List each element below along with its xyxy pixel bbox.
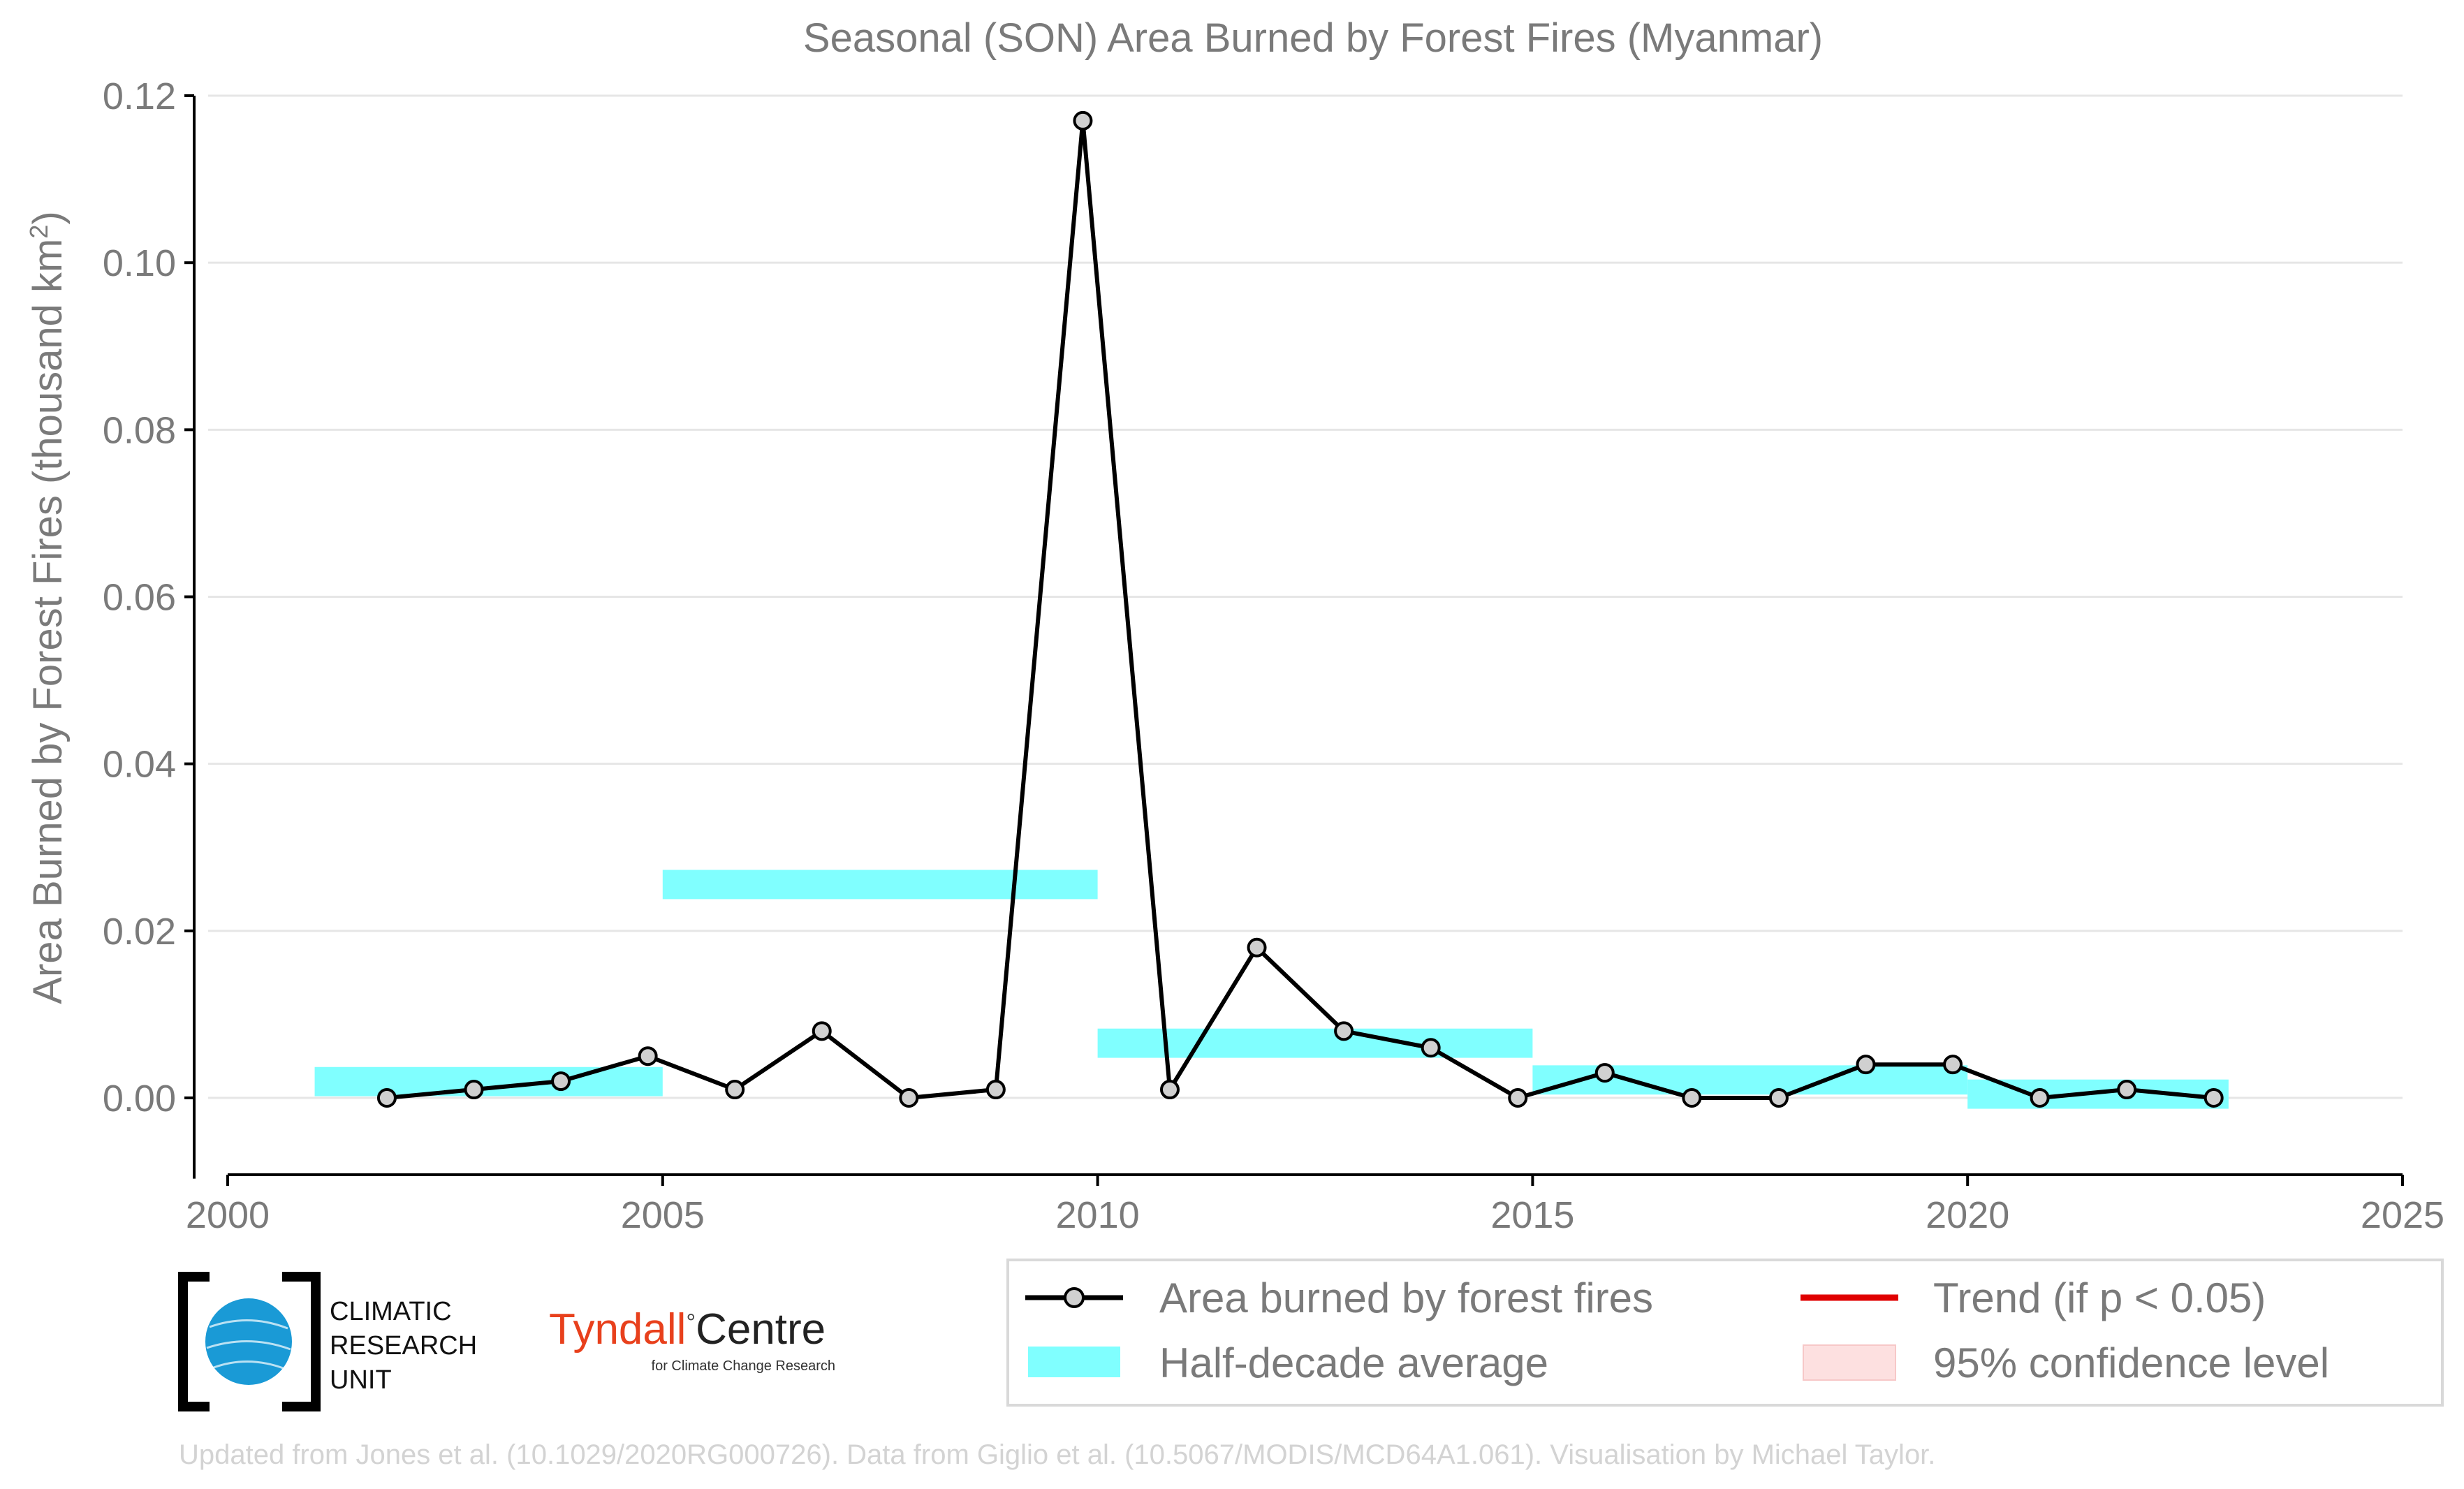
x-tick-label: 2005 — [621, 1194, 705, 1236]
x-tick-label: 2010 — [1056, 1194, 1140, 1236]
data-point — [1421, 1038, 1441, 1058]
y-tick-label: 0.12 — [103, 75, 176, 117]
data-point — [376, 1088, 397, 1108]
legend-item-confidence: 95% confidence level — [1803, 1340, 2329, 1386]
data-point — [1943, 1055, 1963, 1075]
data-point — [1247, 937, 1267, 958]
cru-bracket-left — [178, 1272, 210, 1411]
half-decade-average-bands — [314, 870, 2229, 1109]
credit-line: Updated from Jones et al. (10.1029/2020R… — [179, 1439, 1935, 1470]
data-point — [1594, 1063, 1615, 1083]
cru-text-line1: CLIMATIC — [330, 1297, 452, 1326]
data-point — [638, 1046, 658, 1066]
cru-text-line3: UNIT — [330, 1365, 392, 1395]
data-point — [725, 1080, 745, 1100]
data-point — [1073, 110, 1093, 131]
x-tick-label: 2015 — [1490, 1194, 1574, 1236]
legend-half-decade-swatch — [1028, 1347, 1120, 1377]
series-line — [386, 118, 2214, 1100]
y-tick-label: 0.08 — [103, 409, 176, 451]
data-point — [2117, 1080, 2137, 1100]
chart-title: Seasonal (SON) Area Burned by Forest Fir… — [803, 15, 1823, 61]
data-point — [1856, 1055, 1876, 1075]
data-point — [1159, 1080, 1180, 1100]
globe-lines — [206, 1319, 291, 1370]
data-point — [2203, 1088, 2224, 1108]
data-point — [985, 1080, 1006, 1100]
data-point — [1508, 1088, 1528, 1108]
legend-marker-swatch — [1064, 1287, 1085, 1308]
cru-logo: CLIMATIC RESEARCH UNIT — [178, 1272, 477, 1411]
legend-confidence-swatch — [1803, 1344, 1896, 1381]
y-tick-label: 0.06 — [103, 577, 176, 619]
data-point — [551, 1071, 571, 1092]
legend-item-area-burned: Area burned by forest fires — [1025, 1275, 1653, 1321]
data-point — [1682, 1088, 1702, 1108]
legend-label-half-decade: Half-decade average — [1159, 1340, 1548, 1386]
data-point — [2030, 1088, 2050, 1108]
x-tick-label: 2000 — [186, 1194, 270, 1236]
legend: Area burned by forest fires Trend (if p … — [1006, 1259, 2444, 1407]
legend-frame — [1006, 1259, 2444, 1407]
half-decade-band — [314, 1066, 663, 1096]
y-tick-label: 0.04 — [103, 744, 176, 786]
cru-bracket-right — [282, 1272, 321, 1411]
tyndall-wordmark: Tyndall°Centre — [549, 1305, 826, 1354]
tyndall-logo: Tyndall°Centre for Climate Change Resear… — [549, 1305, 835, 1374]
data-point — [1768, 1088, 1789, 1108]
series-area-burned — [376, 110, 2224, 1108]
y-axis: 0.00 0.02 0.04 0.06 0.08 0.10 0.12 — [103, 75, 196, 1179]
cru-text-line2: RESEARCH — [330, 1331, 477, 1360]
x-tick-label: 2020 — [1926, 1194, 2009, 1236]
y-axis-label: Area Burned by Forest Fires (thousand km… — [24, 211, 71, 1004]
legend-label-confidence: 95% confidence level — [1933, 1340, 2329, 1386]
half-decade-band — [1097, 1028, 1533, 1058]
y-tick-label: 0.10 — [103, 242, 176, 284]
half-decade-band — [662, 870, 1098, 900]
gridlines — [208, 94, 2403, 1099]
y-tick-label: 0.02 — [103, 911, 176, 953]
data-point — [899, 1088, 919, 1108]
legend-item-half-decade: Half-decade average — [1028, 1340, 1548, 1386]
x-axis: 2000 2005 2010 2015 2020 2025 — [186, 1173, 2444, 1236]
data-point — [464, 1080, 484, 1100]
legend-label-trend: Trend (if p < 0.05) — [1933, 1275, 2266, 1321]
data-point — [812, 1021, 832, 1041]
y-tick-label: 0.00 — [103, 1078, 176, 1120]
tyndall-subtitle: for Climate Change Research — [652, 1358, 835, 1374]
legend-item-trend: Trend (if p < 0.05) — [1801, 1275, 2266, 1321]
data-point — [1334, 1021, 1354, 1041]
legend-label-area-burned: Area burned by forest fires — [1159, 1275, 1653, 1321]
x-tick-label: 2025 — [2361, 1194, 2444, 1236]
